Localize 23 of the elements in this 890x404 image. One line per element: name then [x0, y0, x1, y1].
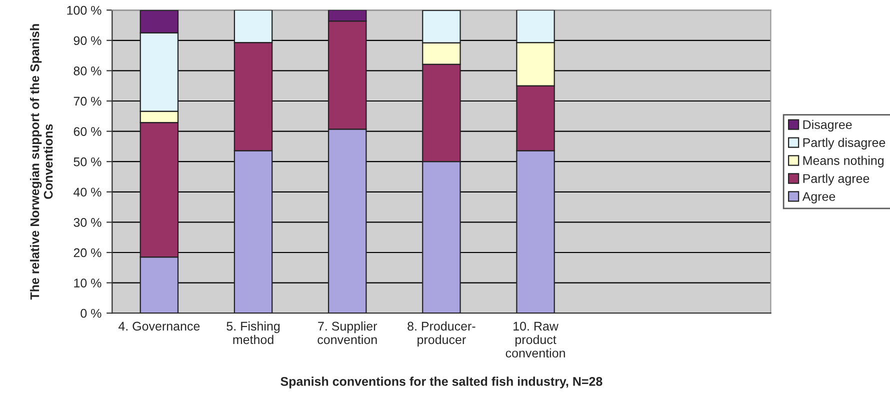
- x-tick-label: 8. Producer- producer: [408, 321, 476, 347]
- y-tick-label: 0 %: [80, 308, 102, 318]
- x-tick-label: 4. Governance: [118, 322, 200, 331]
- y-tick-label: 100 %: [67, 6, 102, 15]
- legend-label: Partly disagree: [803, 138, 886, 150]
- y-tick-label: 20 %: [74, 248, 102, 258]
- legend-label: Agree: [802, 192, 836, 204]
- y-tick-label: 60 %: [74, 127, 102, 136]
- y-tick-label: 40 %: [74, 188, 102, 197]
- y-tick-label: 70 %: [74, 96, 102, 106]
- x-tick-label: 10. Raw product convention: [506, 322, 565, 358]
- y-tick-label: 10 %: [74, 278, 102, 288]
- legend-label: Disagree: [803, 120, 852, 132]
- x-tick-label: 7. Supplier convention: [318, 321, 378, 344]
- y-tick-label: 30 %: [74, 218, 102, 227]
- legend-label: Means nothing: [803, 156, 884, 168]
- y-axis-title: The relative Norwegian support of the Spanish Conventions: [30, 24, 53, 300]
- x-axis-title: Spanish conventions for the salted fish industry, N=28: [280, 376, 602, 388]
- legend-label: Partly agree: [803, 174, 870, 186]
- y-tick-label: 90 %: [74, 36, 102, 46]
- x-tick-label: 5. Fishing method: [226, 321, 280, 344]
- y-tick-label: 80 %: [74, 66, 102, 76]
- y-tick-label: 50 %: [74, 157, 102, 166]
